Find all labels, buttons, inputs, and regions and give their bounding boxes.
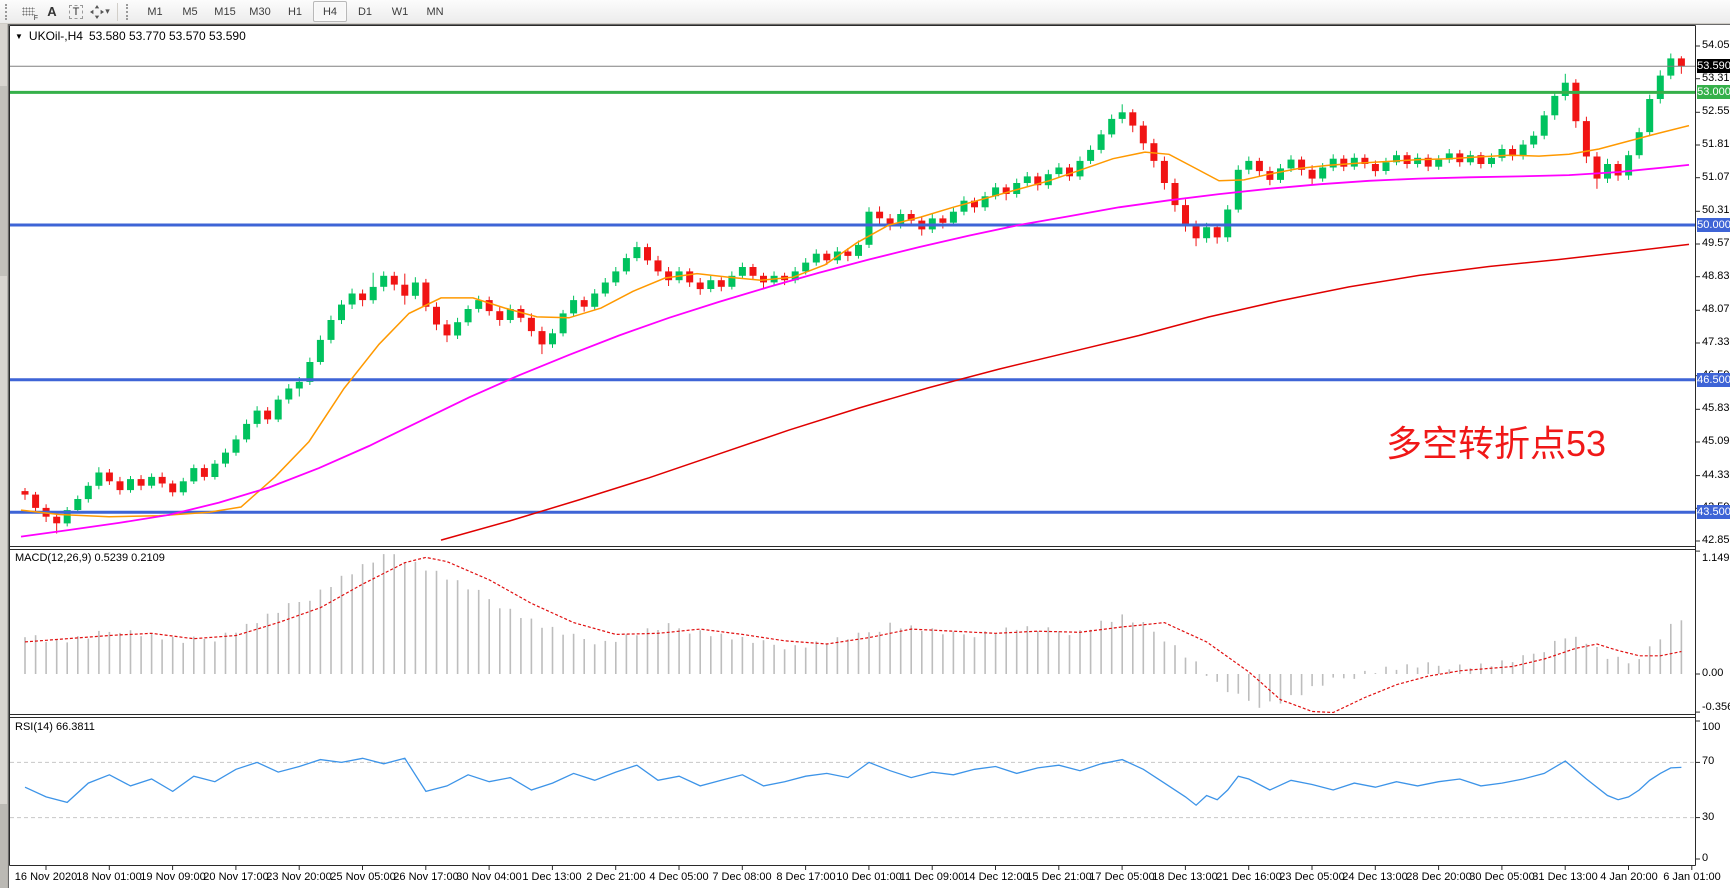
time-tick-label: 11 Dec 09:00 — [899, 871, 965, 883]
chart-window: ▼ UKOil-,H4 53.580 53.770 53.570 53.590 … — [8, 24, 1730, 888]
rsi-pane — [10, 757, 1695, 819]
chart-text-annotation[interactable]: 多空转折点53 — [1386, 423, 1607, 464]
price-tick-label: 42.850 — [1702, 534, 1730, 546]
level-price-tag: 46.500 — [1697, 373, 1730, 387]
symbol-period-label: UKOil-,H4 — [28, 29, 83, 43]
arrange-arrows-icon[interactable]: ▾ — [89, 2, 111, 22]
level-price-tag: 53.000 — [1697, 85, 1730, 99]
time-tick-label: 21 Dec 16:00 — [1216, 871, 1282, 883]
timeframe-button-D1[interactable]: D1 — [357, 5, 373, 18]
time-tick-label: 1 Dec 13:00 — [522, 871, 582, 883]
toolbar-drag-handle[interactable] — [5, 3, 11, 20]
current-price-tag: 53.590 — [1697, 59, 1730, 73]
timeframe-toolbar-handle[interactable] — [126, 3, 132, 20]
price-tick-label: 48.070 — [1702, 303, 1730, 315]
time-tick-label: 18 Dec 13:00 — [1152, 871, 1218, 883]
time-tick-label: 23 Dec 05:00 — [1279, 871, 1345, 883]
time-tick-label: 2 Dec 21:00 — [586, 871, 646, 883]
ma-slow-red — [440, 243, 1690, 541]
rsi-indicator-label: RSI(14) 66.3811 — [15, 721, 95, 733]
macd-axis-label: -0.3563 — [1702, 701, 1730, 713]
time-tick-label: 30 Nov 04:00 — [456, 871, 522, 883]
timeframe-button-MN[interactable]: MN — [426, 5, 444, 18]
timeframe-button-W1[interactable]: W1 — [391, 5, 409, 18]
price-tick-label: 49.570 — [1702, 237, 1730, 249]
time-tick-label: 18 Nov 01:00 — [76, 871, 142, 883]
timeframe-button-M30[interactable]: M30 — [249, 5, 271, 18]
left-strip-segment — [0, 804, 7, 888]
price-tick-label: 50.310 — [1702, 204, 1730, 216]
timeframe-button-H4[interactable]: H4 — [313, 1, 347, 22]
four-way-arrow-icon — [90, 4, 105, 19]
price-tick-label: 47.330 — [1702, 336, 1730, 348]
pane-borders — [9, 25, 1700, 870]
horizontal-level-lines[interactable] — [10, 65, 1695, 514]
time-tick-label: 24 Dec 13:00 — [1342, 871, 1408, 883]
macd-pane — [24, 554, 1683, 714]
price-tick-label: 45.830 — [1702, 402, 1730, 414]
time-tick-label: 30 Dec 05:00 — [1469, 871, 1535, 883]
time-tick-label: 10 Dec 01:00 — [836, 871, 902, 883]
legend-collapse-icon[interactable]: ▼ — [15, 31, 23, 41]
grid-dots-icon — [21, 7, 35, 16]
time-tick-label: 26 Nov 17:00 — [393, 871, 459, 883]
chart-canvas[interactable] — [9, 25, 1730, 888]
price-tick-label: 53.310 — [1702, 72, 1730, 84]
rsi-axis-label: 70 — [1702, 755, 1715, 767]
timeframe-button-group: M1 M5 M15 M30 H1 H4 D1 W1 MN — [138, 1, 452, 22]
time-tick-label: 6 Jan 01:00 — [1663, 871, 1721, 883]
time-tick-label: 4 Dec 05:00 — [649, 871, 709, 883]
chart-grid-icon[interactable]: F — [17, 2, 39, 22]
time-tick-label: 19 Nov 09:00 — [140, 871, 206, 883]
rsi-axis-label: 30 — [1702, 811, 1715, 823]
time-tick-label: 14 Dec 12:00 — [963, 871, 1029, 883]
price-tick-label: 48.830 — [1702, 270, 1730, 282]
time-tick-label: 31 Dec 13:00 — [1532, 871, 1598, 883]
top-toolbar: F A T ▾ M1 M5 M15 M30 H1 H4 D1 W1 MN — [0, 0, 1730, 24]
timeframe-button-M1[interactable]: M1 — [147, 5, 163, 18]
rsi-line — [24, 757, 1682, 807]
text-label-icon[interactable]: T — [65, 2, 87, 22]
price-tick-label: 52.550 — [1702, 105, 1730, 117]
rsi-axis-label: 0 — [1702, 852, 1709, 864]
time-tick-label: 16 Nov 2020 — [14, 871, 78, 883]
dropdown-arrow-icon[interactable]: ▾ — [105, 6, 110, 16]
timeframe-button-H1[interactable]: H1 — [287, 5, 303, 18]
toolbar-separator — [117, 2, 118, 21]
left-strip-segment — [0, 86, 7, 276]
macd-signal-line — [24, 556, 1682, 714]
price-tick-label: 45.090 — [1702, 435, 1730, 447]
rsi-axis-label: 100 — [1702, 721, 1721, 733]
cursor-a-icon[interactable]: A — [47, 4, 57, 19]
timeframe-button-M15[interactable]: M15 — [214, 5, 236, 18]
candles-series — [21, 53, 1685, 534]
chart-legend[interactable]: ▼ UKOil-,H4 53.580 53.770 53.570 53.590 — [15, 29, 246, 43]
time-tick-label: 28 Dec 20:00 — [1406, 871, 1472, 883]
time-tick-label: 7 Dec 08:00 — [712, 871, 772, 883]
time-tick-label: 15 Dec 21:00 — [1026, 871, 1092, 883]
price-tick-label: 44.330 — [1702, 469, 1730, 481]
price-tick-label: 51.810 — [1702, 138, 1730, 150]
time-tick-label: 20 Nov 17:00 — [203, 871, 269, 883]
level-price-tag: 50.000 — [1697, 218, 1730, 232]
timeframe-button-M5[interactable]: M5 — [182, 5, 198, 18]
level-price-tag: 43.500 — [1697, 505, 1730, 519]
time-tick-label: 4 Jan 20:00 — [1600, 871, 1658, 883]
price-tick-label: 54.050 — [1702, 39, 1730, 51]
macd-axis-label: 0.00 — [1702, 667, 1724, 679]
ma-medium-magenta — [20, 164, 1690, 538]
left-panel-strip[interactable] — [0, 24, 8, 888]
moving-average-lines — [20, 124, 1690, 541]
time-tick-label: 25 Nov 05:00 — [330, 871, 396, 883]
ma-fast-orange — [20, 124, 1690, 518]
time-tick-label: 17 Dec 05:00 — [1089, 871, 1155, 883]
macd-indicator-label: MACD(12,26,9) 0.5239 0.2109 — [15, 552, 165, 564]
price-tick-label: 51.070 — [1702, 171, 1730, 183]
time-tick-label: 23 Nov 20:00 — [266, 871, 332, 883]
grid-f-label: F — [33, 14, 38, 22]
macd-axis-label: 1.149 — [1702, 552, 1730, 564]
time-tick-label: 8 Dec 17:00 — [776, 871, 836, 883]
ohlc-values: 53.580 53.770 53.570 53.590 — [88, 29, 246, 43]
